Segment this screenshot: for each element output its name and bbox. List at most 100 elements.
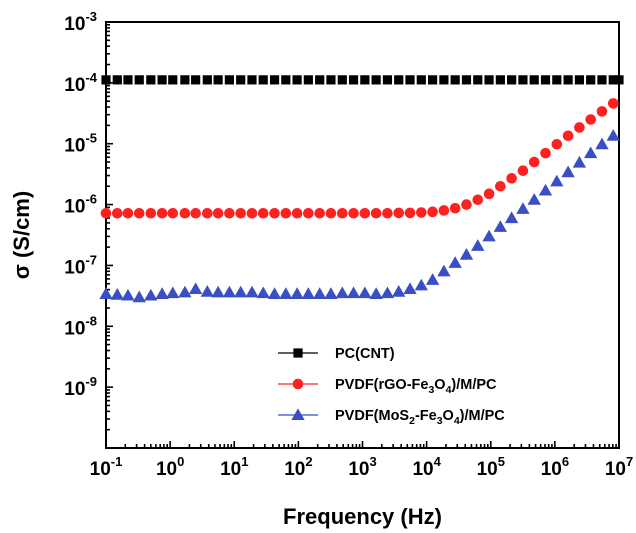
data-point xyxy=(382,207,393,219)
y-tick-label: 10-3 xyxy=(64,9,97,35)
data-point xyxy=(301,287,316,299)
data-point xyxy=(529,75,539,85)
data-point xyxy=(562,130,574,142)
data-point xyxy=(561,165,575,178)
data-point xyxy=(247,75,257,85)
data-point xyxy=(495,180,506,192)
data-point xyxy=(313,287,327,299)
legend-entry: PC(CNT) xyxy=(335,346,395,362)
data-point xyxy=(416,207,427,218)
data-point xyxy=(459,248,474,260)
data-point xyxy=(168,75,178,85)
data-point xyxy=(303,75,313,85)
data-point xyxy=(614,75,624,85)
data-point xyxy=(369,287,383,299)
legend-marker xyxy=(292,378,304,390)
axis-ticks xyxy=(105,21,620,449)
data-point xyxy=(586,75,596,85)
data-point xyxy=(146,75,156,85)
x-tick-label: 10-1 xyxy=(90,454,123,480)
data-point xyxy=(348,207,359,219)
data-point xyxy=(179,207,191,219)
data-point xyxy=(256,286,270,299)
data-point xyxy=(110,288,124,300)
data-point xyxy=(450,75,460,85)
data-point xyxy=(608,75,618,85)
series-1 xyxy=(101,75,624,85)
data-point xyxy=(449,202,461,214)
y-tick-label: 10-9 xyxy=(64,374,97,400)
data-point xyxy=(427,206,438,218)
data-point xyxy=(493,220,508,232)
data-point xyxy=(123,75,133,85)
x-tick-label: 106 xyxy=(541,454,569,480)
x-tick-label: 103 xyxy=(348,454,376,480)
data-point xyxy=(483,188,495,200)
data-point xyxy=(132,290,146,303)
data-point xyxy=(269,207,280,219)
data-point xyxy=(425,273,440,285)
data-point xyxy=(438,205,450,216)
data-point xyxy=(157,75,167,85)
data-point xyxy=(246,207,258,219)
data-point xyxy=(212,207,224,219)
data-point xyxy=(606,129,620,141)
data-point xyxy=(360,75,370,85)
data-point xyxy=(404,207,416,219)
data-point xyxy=(211,285,225,298)
y-tick-label: 10-4 xyxy=(64,70,97,96)
data-point xyxy=(235,207,246,219)
data-point xyxy=(585,114,596,125)
data-point xyxy=(134,75,144,85)
data-point xyxy=(100,207,112,219)
data-point xyxy=(315,75,325,85)
y-tick-label: 10-7 xyxy=(64,252,97,278)
data-point xyxy=(607,98,619,109)
data-point xyxy=(516,202,530,214)
data-point xyxy=(236,75,246,85)
data-point xyxy=(348,75,359,85)
legend: PC(CNT) PVDF(rGO-Fe3O4)/M/PC PVDF(MoS2-Fe3… xyxy=(278,346,505,427)
data-point xyxy=(122,207,134,219)
data-point xyxy=(222,285,237,298)
data-point xyxy=(405,75,415,85)
data-point xyxy=(245,285,259,298)
data-point xyxy=(551,138,563,150)
data-point xyxy=(574,122,585,133)
data-point xyxy=(504,211,519,224)
data-point xyxy=(224,75,234,85)
series-3 xyxy=(99,129,620,303)
data-point xyxy=(574,75,584,85)
x-tick-label: 105 xyxy=(477,454,505,480)
data-point xyxy=(234,285,248,298)
data-point xyxy=(371,75,381,85)
data-point xyxy=(482,229,496,242)
data-point xyxy=(224,207,235,219)
data-point xyxy=(572,155,587,168)
data-point xyxy=(461,75,472,85)
data-point xyxy=(213,75,223,85)
data-point xyxy=(314,207,325,219)
data-point xyxy=(596,106,608,117)
data-point xyxy=(336,207,348,219)
data-point xyxy=(538,183,553,196)
data-point xyxy=(279,287,293,299)
data-point xyxy=(346,286,361,299)
data-point xyxy=(202,207,213,219)
chart-content: 10-1 100 101 102 103 104 105 106 107 10-3 10-4 10-5… xyxy=(9,9,633,529)
data-point xyxy=(507,75,517,85)
data-point xyxy=(437,264,451,277)
x-tick-label: 101 xyxy=(220,454,248,480)
data-point xyxy=(258,75,268,85)
legend-entry: PVDF(rGO-Fe3O4)/M/PC xyxy=(335,377,497,396)
data-point xyxy=(439,75,449,85)
data-point xyxy=(506,173,517,184)
data-point xyxy=(326,75,336,85)
data-point xyxy=(281,75,291,85)
data-point xyxy=(202,75,212,85)
data-point xyxy=(414,278,428,291)
data-point xyxy=(324,287,338,299)
data-point xyxy=(200,285,214,297)
data-point xyxy=(517,165,529,177)
